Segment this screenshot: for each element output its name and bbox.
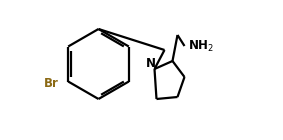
Text: NH$_2$: NH$_2$ (188, 38, 213, 53)
Text: N: N (146, 58, 156, 71)
Text: Br: Br (44, 77, 59, 90)
